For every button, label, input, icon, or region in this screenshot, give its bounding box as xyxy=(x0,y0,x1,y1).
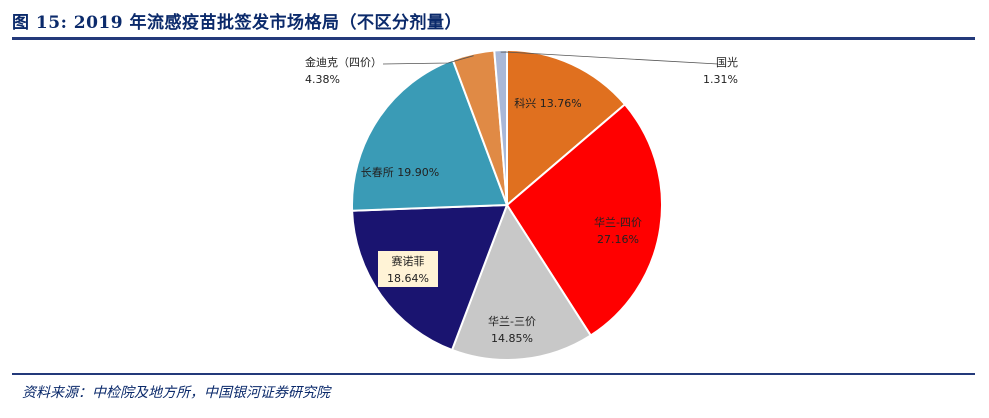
slice-1-wedge xyxy=(506,48,627,208)
slice-7-wedge xyxy=(493,48,508,206)
chart-title: 图 15: 2019 年流感疫苗批签发市场格局（不区分剂量） xyxy=(12,13,463,33)
slice-7-leader-line xyxy=(500,51,719,65)
slice-1-label: 科兴 13.76% xyxy=(514,96,581,110)
footer-rule xyxy=(12,373,975,375)
slice-7-label: 国光 1.31% xyxy=(703,55,738,86)
slice-2-wedge xyxy=(505,102,663,337)
slice-5-wedge xyxy=(351,58,509,212)
slice-2-label: 华兰-四价 27.16% xyxy=(594,215,642,246)
slice-4-label: 赛诺菲 18.64% xyxy=(387,254,429,285)
source-note: 资料来源：中检院及地方所，中国银河证券研究院 xyxy=(22,385,330,401)
slice-6-leader-line xyxy=(382,55,474,65)
slice-3-label: 华兰-三价 14.85% xyxy=(488,314,536,345)
slice-5-label: 长春所 19.90% xyxy=(361,166,439,179)
slice-6-label: 金迪克（四价） 4.38% xyxy=(305,55,382,86)
title-rule xyxy=(12,37,975,40)
slice-4-label-box xyxy=(378,251,438,287)
slice-3-wedge xyxy=(450,202,593,361)
